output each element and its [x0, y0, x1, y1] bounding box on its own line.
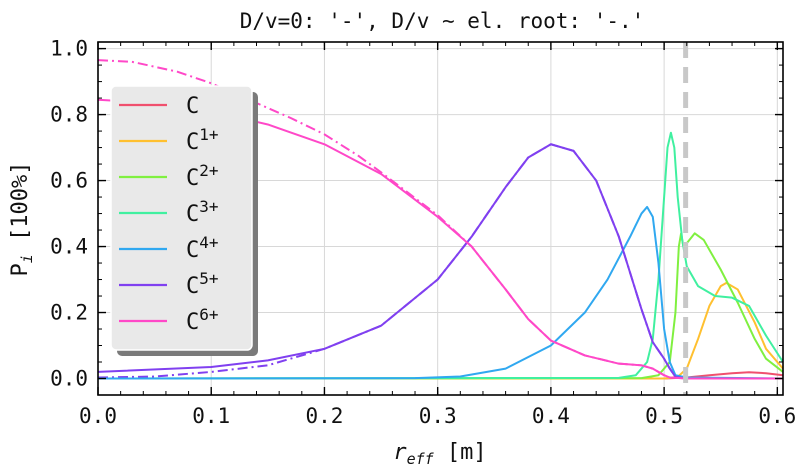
legend-label-sup: 1+ [199, 125, 218, 144]
x-tick-label: 0.6 [758, 404, 796, 428]
x-tick-label: 0.4 [532, 404, 570, 428]
x-axis-label-main: r [393, 440, 407, 465]
y-axis-label-unit: [100%] [8, 162, 33, 255]
legend-label-2: C2+ [186, 161, 219, 191]
legend-box [110, 85, 253, 351]
plot-frame [97, 41, 784, 396]
y-axis-label-main: P [8, 263, 33, 276]
series-line-4 [97, 205, 784, 380]
legend-label-base: C [186, 274, 199, 299]
legend-label-sup: 6+ [199, 305, 218, 324]
legend-label-0: C [186, 94, 199, 119]
series-line-6 [97, 98, 783, 380]
x-axis-label-sub: eff [407, 450, 435, 468]
y-tick-label: 0.6 [50, 169, 88, 193]
legend: CC1+C2+C3+C4+C5+C6+ [110, 85, 258, 356]
x-tick-label: 0.3 [419, 404, 457, 428]
legend-label-1: C1+ [186, 125, 219, 155]
legend-label-4: C4+ [186, 233, 219, 263]
legend-label-5: C5+ [186, 269, 219, 299]
legend-items: CC1+C2+C3+C4+C5+C6+ [119, 94, 219, 335]
x-axis-ticks: 0.0 0.1 0.2 0.3 0.4 0.5 0.6 [79, 404, 796, 428]
chart-title: D/v=0: '-', D/v ∼ el. root: '-.' [240, 9, 645, 33]
y-axis-label: Pi [100%] [8, 162, 36, 277]
y-tick-label: 0.8 [50, 103, 88, 127]
legend-label-sup: 3+ [199, 197, 218, 216]
y-tick-label: 1.0 [50, 37, 88, 61]
series-line-5 [97, 143, 783, 380]
y-tick-label: 0.2 [50, 301, 88, 325]
y-axis-ticks: 0.0 0.2 0.4 0.6 0.8 1.0 [50, 37, 88, 391]
legend-label-3: C3+ [186, 197, 219, 227]
legend-label-sup: 5+ [199, 269, 218, 288]
y-axis-label-sub: i [18, 254, 36, 263]
legend-label-base: C [186, 310, 199, 335]
legend-label-base: C [186, 238, 199, 263]
x-axis-label: reff [m] [393, 440, 486, 468]
y-tick-label: 0.0 [50, 367, 88, 391]
legend-label-base: C [186, 94, 199, 119]
x-tick-label: 0.1 [192, 404, 230, 428]
x-tick-label: 0.2 [305, 404, 343, 428]
legend-label-sup: 4+ [199, 233, 218, 252]
legend-label-base: C [186, 166, 199, 191]
y-tick-label: 0.4 [50, 235, 88, 259]
x-tick-label: 0.5 [645, 404, 683, 428]
series-line-3 [97, 131, 784, 380]
legend-label-sup: 2+ [199, 161, 218, 180]
legend-label-6: C6+ [186, 305, 219, 335]
legend-label-base: C [186, 130, 199, 155]
legend-label-base: C [186, 202, 199, 227]
x-axis-label-unit: [m] [434, 440, 487, 465]
x-tick-label: 0.0 [79, 404, 117, 428]
